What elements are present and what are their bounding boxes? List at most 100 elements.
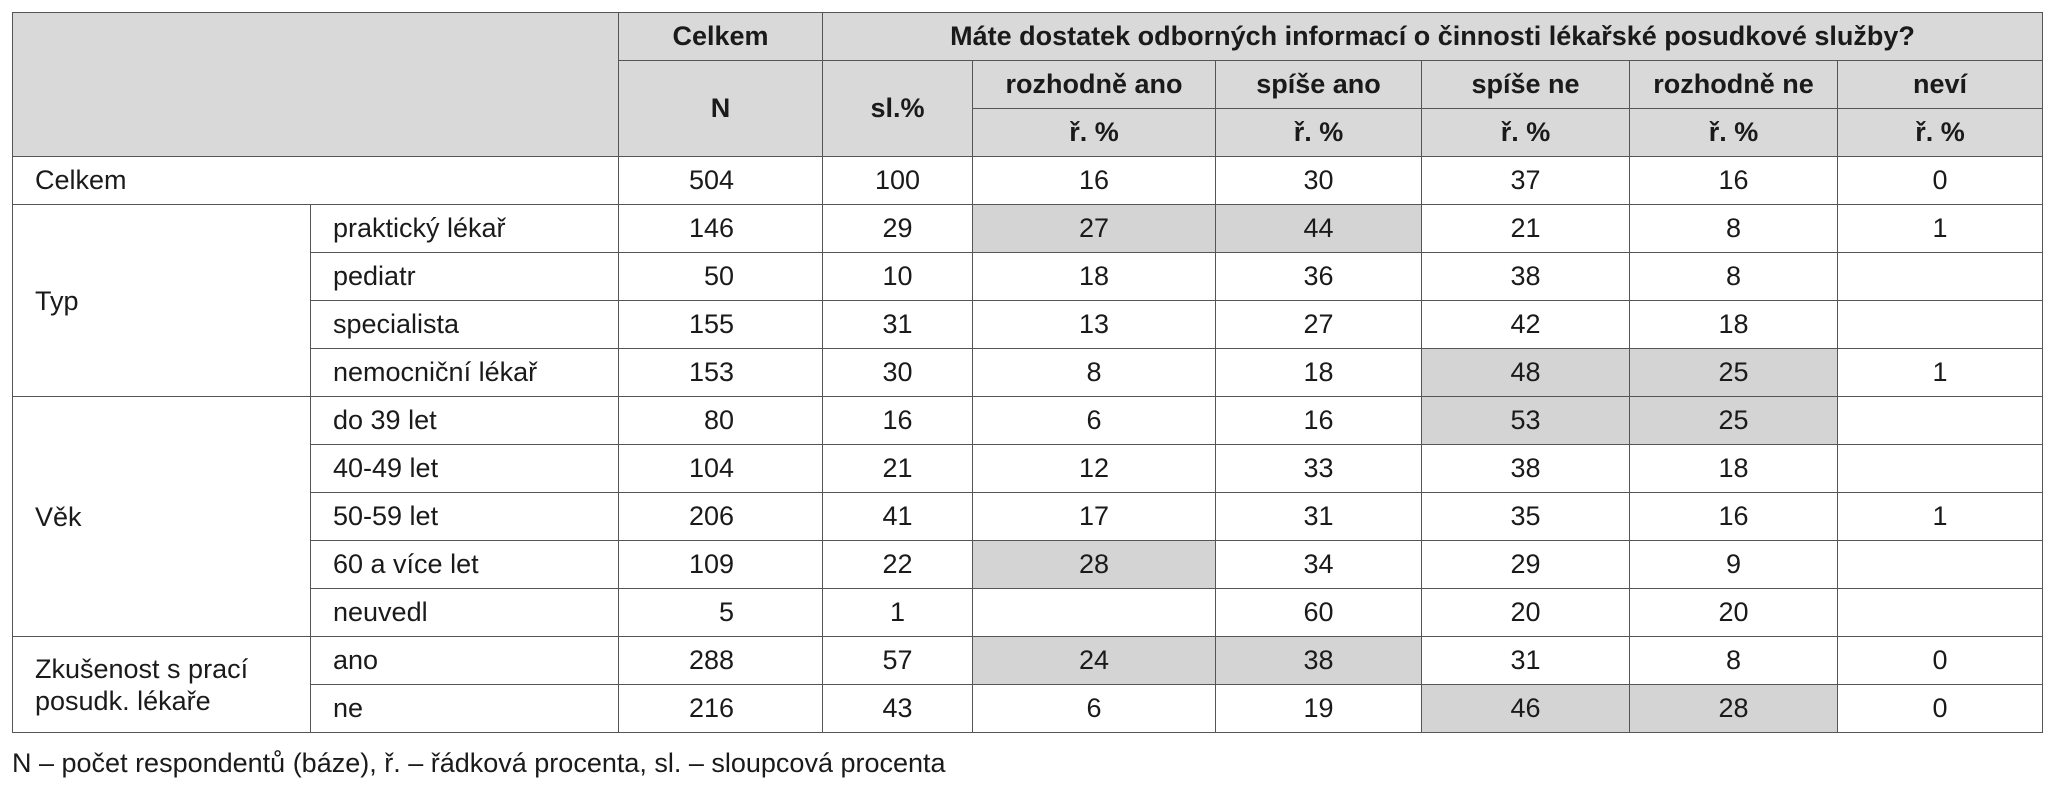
group-label: Zkušenost s prací posudk. lékaře [12, 636, 311, 733]
cell-nevi: 1 [1837, 492, 2043, 541]
cell-spise-ne: 38 [1421, 252, 1630, 301]
cell-rozhodne-ano: 28 [972, 540, 1216, 589]
cell-nevi: 1 [1837, 348, 2043, 397]
cell-rozhodne-ano: 8 [972, 348, 1216, 397]
cell-spise-ano: 44 [1215, 204, 1422, 253]
cell-n: 104 [618, 444, 823, 493]
cell-spise-ano: 16 [1215, 396, 1422, 445]
cell-spise-ano: 33 [1215, 444, 1422, 493]
header-answer-nevi: neví [1837, 60, 2043, 109]
cell-rozhodne-ano: 24 [972, 636, 1216, 685]
cell-spise-ano: 19 [1215, 684, 1422, 733]
group-label: Věk [12, 396, 311, 637]
table-row: 60 a více let 109 22 28 34 29 9 [13, 540, 2043, 589]
cell-spise-ano: 36 [1215, 252, 1422, 301]
total-row-label: Celkem [12, 156, 619, 205]
cell-sl-pct: 57 [822, 636, 973, 685]
footnote: N – počet respondentů (báze), ř. – řádko… [12, 748, 946, 778]
cell-spise-ano: 60 [1215, 588, 1422, 637]
header-n: N [618, 60, 823, 157]
cell-spise-ne: 48 [1421, 348, 1630, 397]
cell-n: 153 [618, 348, 823, 397]
cell-sl-pct: 10 [822, 252, 973, 301]
cell-spise-ne: 42 [1421, 300, 1630, 349]
row-label: specialista [310, 300, 619, 349]
header-question: Máte dostatek odborných informací o činn… [822, 12, 2043, 61]
row-label: ano [310, 636, 619, 685]
cell-rozhodne-ne: 9 [1629, 540, 1838, 589]
cell-rozhodne-ano: 27 [972, 204, 1216, 253]
header-empty-corner [12, 12, 619, 157]
cell-nevi [1837, 540, 2043, 589]
cell-spise-ne: 46 [1421, 684, 1630, 733]
cell-rozhodne-ano: 18 [972, 252, 1216, 301]
table-row: pediatr 50 10 18 36 38 8 [13, 252, 2043, 301]
cell-nevi [1837, 252, 2043, 301]
cell-rozhodne-ano: 16 [972, 156, 1216, 205]
table-row: Zkušenost s prací posudk. lékaře ano 288 57… [12, 636, 2043, 733]
cell-spise-ne: 31 [1421, 636, 1630, 685]
cell-sl-pct: 29 [822, 204, 973, 253]
cell-n: 504 [618, 156, 823, 205]
cell-spise-ne: 37 [1421, 156, 1630, 205]
row-label: praktický lékař [310, 204, 619, 253]
cell-nevi [1837, 444, 2043, 493]
cell-spise-ano: 30 [1215, 156, 1422, 205]
cell-spise-ne: 38 [1421, 444, 1630, 493]
cell-n: 288 [618, 636, 823, 685]
cell-rozhodne-ano [972, 588, 1216, 637]
cell-rozhodne-ne: 28 [1629, 684, 1838, 733]
header-row-pct: ř. % [972, 108, 1216, 157]
cell-n: 5 [618, 588, 823, 637]
cell-rozhodne-ano: 17 [972, 492, 1216, 541]
cell-spise-ano: 31 [1215, 492, 1422, 541]
row-label: neuvedl [310, 588, 619, 637]
cell-n: 80 [618, 396, 823, 445]
table-row: nemocniční lékař 153 30 8 18 48 25 1 [13, 348, 2043, 397]
cell-rozhodne-ne: 8 [1629, 252, 1838, 301]
table-body: Celkem 504 100 16 30 37 16 0 Typ praktick… [12, 156, 2043, 733]
cell-spise-ne: 21 [1421, 204, 1630, 253]
cell-nevi: 0 [1837, 684, 2043, 733]
cell-spise-ano: 34 [1215, 540, 1422, 589]
cell-rozhodne-ne: 25 [1629, 396, 1838, 445]
table-row: 50-59 let 206 41 17 31 35 16 1 [13, 492, 2043, 541]
cell-spise-ne: 20 [1421, 588, 1630, 637]
cell-rozhodne-ne: 20 [1629, 588, 1838, 637]
cell-rozhodne-ne: 8 [1629, 636, 1838, 685]
header-row-pct: ř. % [1629, 108, 1838, 157]
cell-nevi [1837, 396, 2043, 445]
cell-spise-ano: 18 [1215, 348, 1422, 397]
cell-n: 109 [618, 540, 823, 589]
cell-nevi: 1 [1837, 204, 2043, 253]
cell-n: 50 [618, 252, 823, 301]
table-row: Typ praktický lékař 146 29 27 44 21 8 1 [12, 204, 2043, 397]
cell-rozhodne-ne: 25 [1629, 348, 1838, 397]
cell-rozhodne-ano: 13 [972, 300, 1216, 349]
cell-rozhodne-ne: 18 [1629, 444, 1838, 493]
cell-spise-ano: 38 [1215, 636, 1422, 685]
group-label: Typ [12, 204, 311, 397]
cell-nevi [1837, 300, 2043, 349]
cell-sl-pct: 30 [822, 348, 973, 397]
cell-sl-pct: 41 [822, 492, 973, 541]
row-label: ne [310, 684, 619, 733]
table-row: Věk do 39 let 80 16 6 16 53 25 [12, 396, 2043, 637]
survey-table: Celkem Máte dostatek odborných informací… [12, 12, 2043, 733]
cell-nevi: 0 [1837, 636, 2043, 685]
cell-rozhodne-ne: 8 [1629, 204, 1838, 253]
header-answer-spise-ne: spíše ne [1421, 60, 1630, 109]
header-sl-pct: sl.% [822, 60, 973, 157]
total-row: Celkem 504 100 16 30 37 16 0 [12, 156, 2043, 205]
row-label: nemocniční lékař [310, 348, 619, 397]
header-answer-rozhodne-ne: rozhodně ne [1629, 60, 1838, 109]
cell-sl-pct: 100 [822, 156, 973, 205]
cell-rozhodne-ne: 16 [1629, 156, 1838, 205]
cell-rozhodne-ne: 18 [1629, 300, 1838, 349]
row-label: 50-59 let [310, 492, 619, 541]
cell-n: 216 [618, 684, 823, 733]
cell-sl-pct: 21 [822, 444, 973, 493]
cell-nevi [1837, 588, 2043, 637]
cell-sl-pct: 43 [822, 684, 973, 733]
row-label: 40-49 let [310, 444, 619, 493]
